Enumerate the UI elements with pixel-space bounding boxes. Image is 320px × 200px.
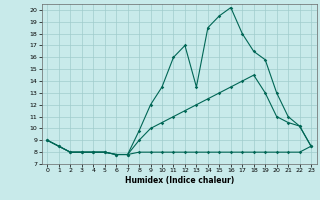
X-axis label: Humidex (Indice chaleur): Humidex (Indice chaleur) xyxy=(124,176,234,185)
